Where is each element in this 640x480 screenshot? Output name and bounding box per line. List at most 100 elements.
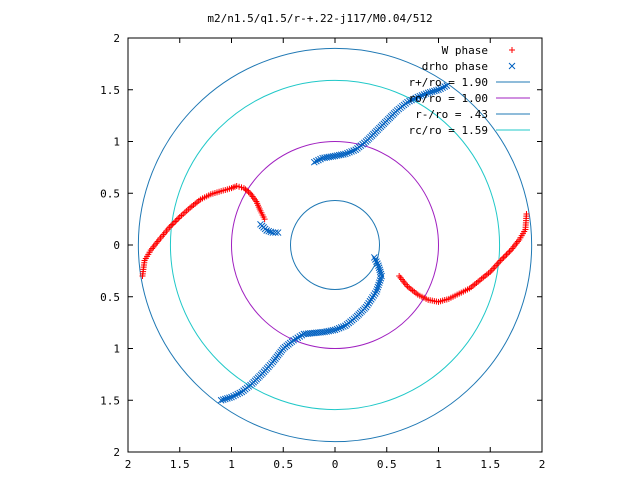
drho-phase-marker: [441, 83, 449, 90]
drho-phase-marker: [310, 158, 318, 166]
drho-phase-marker: [344, 149, 351, 157]
reference-circle: [289, 199, 381, 291]
x-tick-label: 2: [125, 458, 132, 471]
legend-label: ro/ro = 1.00: [409, 92, 488, 105]
drho-phase-marker: [428, 88, 436, 95]
x-tick-label: 0: [332, 458, 339, 471]
x-tick-label: 0.5: [377, 458, 397, 471]
drho-phase-marker: [313, 157, 320, 165]
drho-phase-marker: [221, 395, 229, 403]
drho-phase-marker: [377, 270, 385, 278]
drho-phase-marker: [422, 90, 430, 98]
drho-phase-marker: [443, 82, 451, 89]
legend: W phase drho phase r+/ro = 1.90 ro/ro = 1.0…: [409, 44, 530, 137]
drho-phase-marker: [439, 84, 446, 92]
drho-phase-marker: [269, 229, 277, 236]
x-tick-label: 2: [539, 458, 546, 471]
drho-phase-marker: [350, 147, 357, 154]
drho-phase-marker: [234, 390, 242, 398]
w-phase-marker: [500, 254, 507, 261]
w-phase-marker: [261, 216, 268, 223]
drho-phase-marker: [406, 97, 413, 105]
x-tick-label: 1: [435, 458, 442, 471]
drho-phase-marker: [228, 393, 235, 401]
drho-phase-marker: [317, 155, 324, 163]
drho-phase-marker: [373, 286, 381, 293]
y-tick-label: 1.5: [100, 394, 120, 407]
y-tick-label: 0: [113, 239, 120, 252]
drho-phase-marker: [263, 227, 271, 234]
drho-phase-marker: [274, 229, 282, 236]
drho-phase-marker: [230, 392, 237, 400]
w-phase-marker: [499, 256, 506, 263]
drho-phase-marker: [337, 324, 345, 331]
drho-phase-marker: [272, 229, 279, 236]
reference-circle: [231, 141, 439, 349]
drho-phase-marker: [375, 262, 382, 270]
y-tick-label: 1.5: [100, 84, 120, 97]
drho-phase-marker: [333, 325, 341, 333]
y-tick-label: 2: [113, 32, 120, 45]
w-phase-marker: [173, 217, 180, 224]
drho-phase-marker: [410, 95, 418, 103]
drho-phase-marker: [418, 91, 426, 99]
drho-phase-marker: [265, 227, 273, 235]
legend-plus-marker: [509, 47, 515, 53]
w-phase-marker: [523, 210, 530, 217]
reference-circles: [137, 47, 533, 443]
w-phase-marker: [502, 253, 509, 260]
drho-phase-marker: [376, 277, 384, 284]
drho-phase-marker: [346, 148, 353, 156]
w-phase-marker: [170, 219, 177, 226]
drho-phase-marker: [339, 150, 347, 158]
drho-phase-marker: [372, 256, 379, 263]
drho-phase-marker: [315, 156, 322, 164]
drho-phase-marker: [424, 89, 432, 97]
x-tick-label: 1.5: [480, 458, 500, 471]
drho-phase-marker: [376, 268, 384, 276]
x-tick-label: 1: [228, 458, 235, 471]
legend-label: rc/ro = 1.59: [409, 124, 488, 137]
drho-phase-marker: [437, 85, 444, 93]
drho-phase-marker: [374, 283, 382, 291]
w-phase-marker: [172, 218, 179, 225]
reference-circle: [169, 79, 501, 411]
x-tick-label: 0.5: [273, 458, 293, 471]
drho-phase-marker: [329, 326, 337, 334]
drho-phase-marker: [376, 266, 384, 274]
legend-label: r+/ro = 1.90: [409, 76, 488, 89]
drho-phase-marker: [375, 281, 382, 289]
y-tick-label: 0.5: [100, 291, 120, 304]
drho-phase-marker: [420, 91, 428, 98]
w-phase-marker: [503, 251, 510, 258]
drho-phase-marker: [226, 394, 233, 402]
w-phase-marker: [169, 221, 176, 228]
y-tick-label: 2: [113, 446, 120, 459]
legend-label: r-/ro = .43: [415, 108, 488, 121]
drho-phase-marker: [404, 98, 411, 106]
legend-label: drho phase: [422, 60, 488, 73]
w-phase-marker: [497, 257, 504, 264]
w-phase-marker: [506, 248, 513, 255]
legend-label: W phase: [442, 44, 488, 57]
ticks: 2 1.5 1 0.5 0 0.5 1 1.5 221.510.500.511.52: [100, 32, 545, 471]
w-phase-marker: [175, 215, 182, 222]
drho-phase-marker: [378, 272, 385, 280]
drho-phase-marker: [414, 93, 422, 101]
drho-phase-marker: [370, 254, 378, 261]
drho-phase-marker: [431, 87, 438, 95]
drho-phase-marker: [224, 395, 231, 402]
drho-phase-marker: [232, 391, 239, 399]
drho-phase-marker: [219, 396, 227, 403]
drho-phase-marker: [341, 150, 349, 158]
drho-phase-marker: [433, 87, 440, 94]
drho-phase-marker: [335, 324, 343, 332]
drho-phase-marker: [217, 396, 225, 404]
drho-phase-marker: [348, 148, 355, 155]
y-tick-label: 0.5: [100, 187, 120, 200]
drho-phase-marker: [416, 92, 424, 100]
y-tick-label: 1: [113, 136, 120, 149]
drho-phase-marker: [339, 323, 347, 330]
drho-phase-marker: [331, 326, 339, 334]
